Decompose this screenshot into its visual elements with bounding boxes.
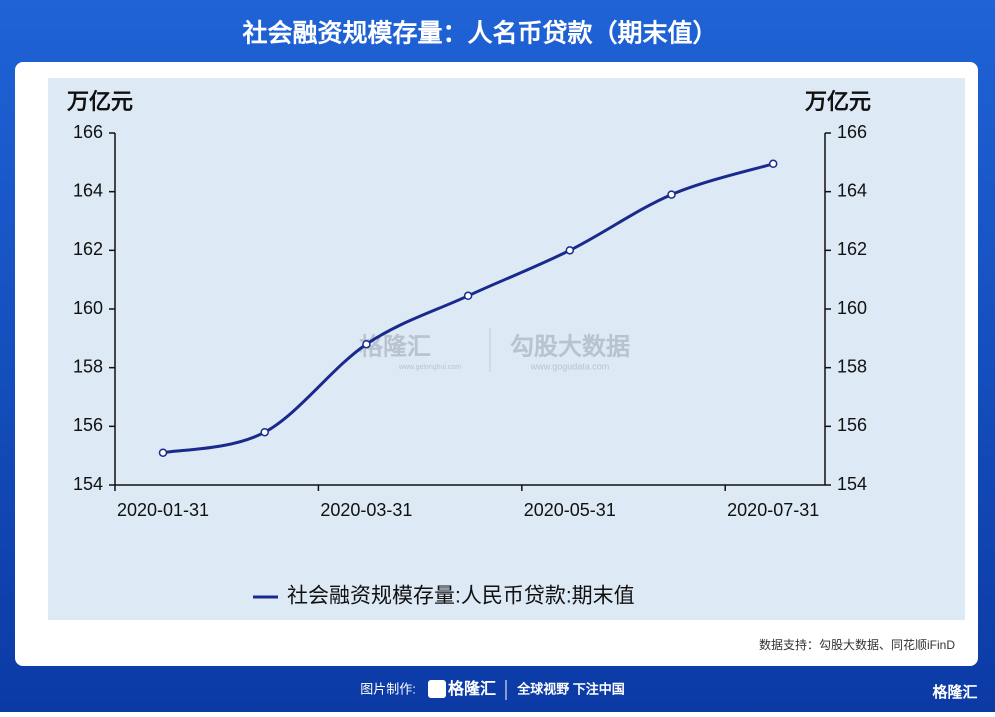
watermark: 勾股大数据 (510, 333, 630, 360)
y2-tick-label: 166 (837, 122, 867, 142)
y2-tick-label: 160 (837, 298, 867, 318)
y2-tick-label: 158 (837, 356, 867, 376)
watermark-url: www.gogudata.com (530, 361, 610, 371)
y-tick-label: 160 (73, 298, 103, 318)
footer-slogan: 全球视野 下注中国 (516, 681, 625, 696)
x-tick-label: 2020-01-31 (117, 500, 209, 520)
y2-tick-label: 162 (837, 239, 867, 259)
point (768, 159, 778, 169)
y-tick-label: 164 (73, 180, 103, 200)
legend-label: 社会融资规模存量:人民币贷款:期末值 (287, 585, 635, 608)
footer-brand: 格隆汇 (448, 679, 496, 698)
y-tick-label: 158 (73, 356, 103, 376)
point (260, 427, 269, 437)
page-title: 社会融资规模存量：人名币贷款（期末值） (242, 19, 717, 48)
y2-tick-label: 156 (837, 415, 867, 435)
y2-tick-label: 154 (837, 474, 867, 494)
footer-logo (428, 680, 446, 698)
y-tick-label: 166 (73, 122, 103, 142)
x-tick-label: 2020-03-31 (320, 500, 412, 520)
footer-corner: 格隆汇 (932, 683, 977, 701)
source: 数据支持：勾股大数据、同花顺iFinD (759, 637, 955, 652)
y-tick-label: 162 (73, 239, 103, 259)
point (362, 339, 371, 349)
x-tick-label: 2020-07-31 (727, 500, 819, 520)
y2-tick-label: 164 (837, 180, 867, 200)
y2-unit: 万亿元 (804, 89, 871, 114)
y-unit: 万亿元 (66, 89, 133, 114)
watermark-url: www.gelonghui.com (398, 364, 461, 371)
point (158, 448, 168, 457)
watermark: 格隆汇 (359, 332, 431, 360)
x-tick-label: 2020-05-31 (524, 500, 616, 520)
point (463, 291, 473, 301)
footer-made-by: 图片制作: (360, 681, 416, 696)
y-tick-label: 154 (73, 474, 103, 494)
point (565, 246, 575, 255)
point (667, 190, 676, 199)
y-tick-label: 156 (73, 415, 103, 435)
plot-panel (48, 78, 965, 620)
